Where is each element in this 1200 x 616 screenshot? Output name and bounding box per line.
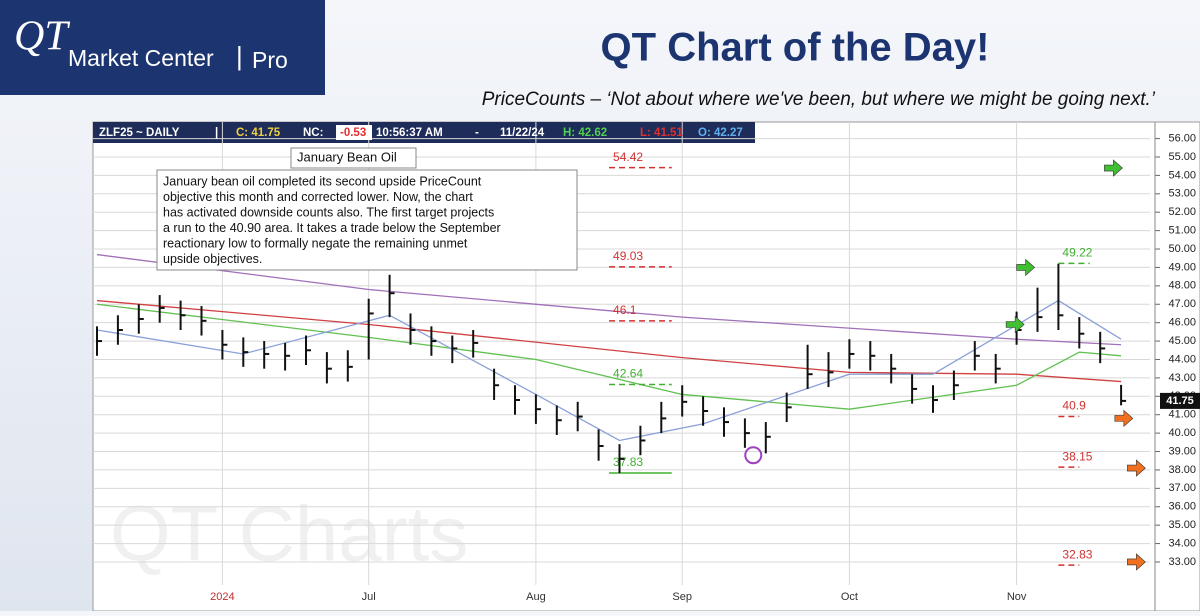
ticker-open: O: 42.27 xyxy=(698,127,743,139)
y-tick-label: 54.00 xyxy=(1168,169,1196,181)
y-tick-label: 35.00 xyxy=(1168,519,1196,531)
y-tick-label: 50.00 xyxy=(1168,243,1196,255)
chart: QT Charts 33.00 34.00 35.00 36.00 37.00 38.00 3… xyxy=(93,122,1200,611)
subtitle: PriceCounts – ‘Not about where we've bee… xyxy=(482,89,1156,110)
note-line: has activated downside counts also. The … xyxy=(163,205,494,219)
note-line: upside objectives. xyxy=(163,252,262,266)
arrow xyxy=(1005,315,1025,334)
ticker-symbol: ZLF25 ~ DAILY xyxy=(99,127,180,139)
ticker-nc: -0.53 xyxy=(340,127,366,139)
y-tick-label: 38.00 xyxy=(1168,464,1196,476)
ticker-close: C: 41.75 xyxy=(236,127,281,139)
logo-sep: | xyxy=(236,41,243,71)
y-tick-label: 45.00 xyxy=(1168,335,1196,347)
y-tick-label: 46.00 xyxy=(1168,317,1196,329)
logo-pro: Pro xyxy=(252,47,288,73)
x-tick-label: Aug xyxy=(526,591,546,603)
ticker-low: L: 41.51 xyxy=(640,127,683,139)
y-tick-label: 34.00 xyxy=(1168,537,1196,549)
y-tick-label: 43.00 xyxy=(1168,372,1196,384)
level-label: 42.64 xyxy=(613,367,643,381)
y-tick-label: 52.00 xyxy=(1168,206,1196,218)
level-label: 38.15 xyxy=(1062,449,1092,463)
ticker-sep: | xyxy=(215,127,218,139)
ticker-nc-label: NC: xyxy=(303,127,323,139)
note-line: objective this month and corrected lower… xyxy=(163,190,473,204)
nc-box xyxy=(336,125,372,140)
level-label: 49.22 xyxy=(1062,246,1092,260)
last-price-label: 41.75 xyxy=(1166,395,1194,407)
level-label: 37.83 xyxy=(613,455,643,469)
y-tick-label: 44.00 xyxy=(1168,353,1196,365)
note-title: January Bean Oil xyxy=(297,149,397,164)
level-label: 49.03 xyxy=(613,249,643,263)
x-tick-label: Nov xyxy=(1007,591,1027,603)
y-tick-label: 48.00 xyxy=(1168,280,1196,292)
arrow xyxy=(1016,258,1036,277)
logo-mark: QT xyxy=(14,14,70,60)
y-tick-label: 40.00 xyxy=(1168,427,1196,439)
x-tick-label: Oct xyxy=(841,591,858,603)
y-tick-label: 53.00 xyxy=(1168,188,1196,200)
y-tick-label: 39.00 xyxy=(1168,445,1196,457)
ticker-bar xyxy=(93,122,755,143)
moving-average xyxy=(96,303,1122,410)
arrow xyxy=(1127,553,1146,571)
note-line: January bean oil completed its second up… xyxy=(163,174,482,188)
x-tick-label: Jul xyxy=(362,591,376,603)
title: QT Chart of the Day! xyxy=(601,26,990,70)
ticker-dash: - xyxy=(475,127,479,139)
note-title-box xyxy=(290,147,417,169)
note-line: reactionary low to formally negate the r… xyxy=(163,236,468,250)
level-label: 46.1 xyxy=(613,303,637,317)
x-tick-label: Sep xyxy=(672,591,692,603)
ticker-high: H: 42.62 xyxy=(563,127,607,139)
y-tick-label: 56.00 xyxy=(1168,132,1196,144)
ticker-date: 11/22/24 xyxy=(500,127,545,139)
arrow xyxy=(1104,159,1123,177)
note-line: a run to the 40.90 area. It takes a trad… xyxy=(163,221,501,235)
x-tick-label: 2024 xyxy=(210,591,234,603)
watermark: QT Charts xyxy=(110,490,468,578)
level-label: 40.9 xyxy=(1062,399,1086,413)
y-tick-label: 41.00 xyxy=(1168,409,1196,421)
marker-circle xyxy=(744,446,763,465)
note-box xyxy=(156,169,578,271)
ticker-time: 10:56:37 AM xyxy=(376,127,443,139)
y-tick-label: 51.00 xyxy=(1168,225,1196,237)
level-label: 32.83 xyxy=(1062,547,1092,561)
y-tick-label: 47.00 xyxy=(1168,298,1196,310)
y-tick-label: 36.00 xyxy=(1168,501,1196,513)
logo-text: Market Center xyxy=(68,45,214,71)
y-tick-label: 33.00 xyxy=(1168,556,1196,568)
level-label: 54.42 xyxy=(613,150,643,164)
last-price-box xyxy=(1160,392,1200,409)
y-tick-label: 55.00 xyxy=(1168,151,1196,163)
moving-average xyxy=(96,253,1122,346)
y-tick-label: 37.00 xyxy=(1168,482,1196,494)
arrow xyxy=(1127,459,1146,477)
y-tick-label: 49.00 xyxy=(1168,261,1196,273)
logo-box xyxy=(0,0,325,95)
arrow xyxy=(1114,409,1134,428)
